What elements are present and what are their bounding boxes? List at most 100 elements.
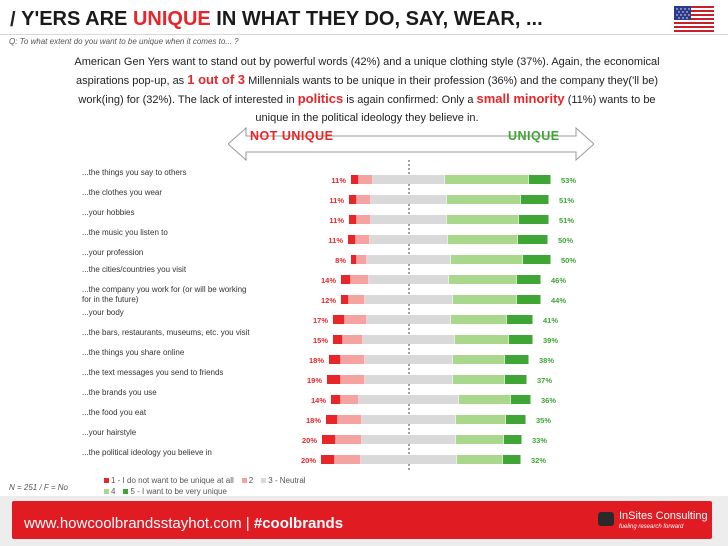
legend-item-3: 3 - Neutral	[261, 475, 306, 486]
category-label-7-line-1: ...the company you work for (or will be …	[82, 285, 247, 294]
summary-highlight-1: 1 out of 3	[187, 72, 246, 87]
unique-value-1: 53%	[561, 176, 576, 185]
bar-s3-row-11	[365, 375, 453, 384]
bar-s5-row-13	[506, 415, 526, 424]
category-label-8: ...your body	[82, 308, 124, 317]
bar-s3-row-9	[363, 335, 455, 344]
summary-highlight-2: politics	[297, 91, 344, 106]
bar-s2-row-14	[336, 435, 362, 444]
us-flag-icon	[674, 6, 714, 32]
not-unique-value-1: 11%	[331, 176, 346, 185]
legend-label-3: 3 - Neutral	[268, 476, 306, 485]
bar-s1-row-6	[341, 275, 351, 284]
category-label-13: ...the food you eat	[82, 408, 147, 417]
bar-s5-row-11	[505, 375, 527, 384]
not-unique-value-14: 20%	[302, 436, 317, 445]
legend-swatch-2	[241, 478, 247, 483]
title-pre: Y'ERS ARE	[21, 8, 133, 30]
bar-s5-row-8	[507, 315, 533, 324]
unique-label: UNIQUE	[508, 129, 560, 143]
bar-s1-row-12	[331, 395, 341, 404]
chart-legend: 1 - I do not want to be unique at all 2 …	[104, 475, 311, 497]
bar-s5-row-5	[523, 255, 551, 264]
bar-s5-row-14	[504, 435, 522, 444]
bar-s1-row-3	[349, 215, 357, 224]
bar-s5-row-10	[505, 355, 529, 364]
bar-s1-row-2	[349, 195, 357, 204]
legend-item-4: 4	[104, 486, 115, 497]
legend-label-2: 2	[248, 476, 254, 485]
bar-s3-row-15	[361, 455, 457, 464]
footer-hashtag[interactable]: #coolbrands	[253, 515, 344, 532]
unique-value-8: 41%	[543, 316, 558, 325]
bar-s3-row-4	[370, 235, 448, 244]
page-title: Y'ERS ARE UNIQUE IN WHAT THEY DO, SAY, W…	[10, 8, 543, 31]
bar-s2-row-4	[356, 235, 370, 244]
bar-s1-row-5	[351, 255, 357, 264]
summary-part-2: Millennials wants to be unique in their …	[78, 75, 659, 106]
bar-s1-row-13	[326, 415, 338, 424]
bar-s1-row-8	[333, 315, 345, 324]
bar-s1-row-14	[322, 435, 336, 444]
bar-s5-row-9	[509, 335, 533, 344]
bar-s5-row-1	[529, 175, 551, 184]
bar-s2-row-8	[345, 315, 367, 324]
bar-s1-row-4	[348, 235, 356, 244]
bar-s4-row-9	[455, 335, 509, 344]
legend-label-4: 4	[111, 487, 116, 496]
unique-value-3: 51%	[559, 216, 574, 225]
category-label-5: ...your profession	[82, 248, 143, 257]
bar-s4-row-15	[457, 455, 503, 464]
unique-value-10: 38%	[539, 356, 554, 365]
title-slash: /	[10, 9, 16, 31]
bar-s4-row-11	[453, 375, 505, 384]
unique-value-13: 35%	[536, 416, 551, 425]
bar-s3-row-8	[367, 315, 451, 324]
bar-s4-row-7	[453, 295, 517, 304]
category-label-15: ...the political ideology you believe in	[82, 448, 212, 457]
bar-s4-row-4	[448, 235, 518, 244]
bar-s1-row-10	[329, 355, 341, 364]
bar-s5-row-2	[521, 195, 549, 204]
bar-s2-row-7	[349, 295, 365, 304]
footer-text: www.howcoolbrandsstayhot.com | #coolbran…	[24, 515, 343, 532]
category-label-9: ...the bars, restaurants, museums, etc. …	[82, 328, 250, 337]
bar-s2-row-6	[351, 275, 369, 284]
not-unique-value-5: 8%	[335, 256, 346, 265]
category-label-11: ...the text messages you send to friends	[82, 368, 223, 377]
not-unique-value-3: 11%	[329, 216, 344, 225]
not-unique-value-6: 14%	[321, 276, 336, 285]
bar-s5-row-3	[519, 215, 549, 224]
summary-text: American Gen Yers want to stand out by p…	[62, 53, 672, 127]
insites-logo: InSites Consulting fueling research forw…	[598, 508, 710, 534]
bar-s5-row-15	[503, 455, 521, 464]
footer-separator: |	[245, 515, 250, 532]
bar-s4-row-6	[449, 275, 517, 284]
bar-s3-row-1	[373, 175, 445, 184]
legend-swatch-4	[104, 489, 109, 494]
legend-item-1: 1 - I do not want to be unique at all	[104, 475, 234, 486]
unique-value-7: 44%	[551, 296, 566, 305]
summary-part-3: is again confirmed: Only a	[343, 94, 477, 106]
bar-s4-row-13	[456, 415, 506, 424]
bar-s4-row-14	[456, 435, 504, 444]
bar-s4-row-5	[451, 255, 523, 264]
not-unique-value-7: 12%	[321, 296, 336, 305]
category-label-2: ...the clothes you wear	[82, 188, 162, 197]
legend-row-1: 1 - I do not want to be unique at all 2 …	[104, 475, 311, 486]
logo-mark-icon	[598, 512, 614, 526]
not-unique-value-2: 11%	[329, 196, 344, 205]
bar-s2-row-2	[357, 195, 371, 204]
not-unique-value-9: 15%	[313, 336, 328, 345]
bar-s4-row-1	[445, 175, 529, 184]
legend-label-1: 1 - I do not want to be unique at all	[111, 476, 234, 485]
legend-swatch-5	[123, 489, 129, 494]
summary-part-1: American Gen Yers want to stand out by p…	[74, 56, 660, 87]
bar-s4-row-2	[447, 195, 521, 204]
footer-url[interactable]: www.howcoolbrandsstayhot.com	[24, 515, 242, 532]
bar-s4-row-10	[453, 355, 505, 364]
unique-value-11: 37%	[537, 376, 552, 385]
footer	[0, 496, 728, 546]
bar-s3-row-6	[369, 275, 449, 284]
category-label-6: ...the cities/countries you visit	[82, 265, 187, 274]
